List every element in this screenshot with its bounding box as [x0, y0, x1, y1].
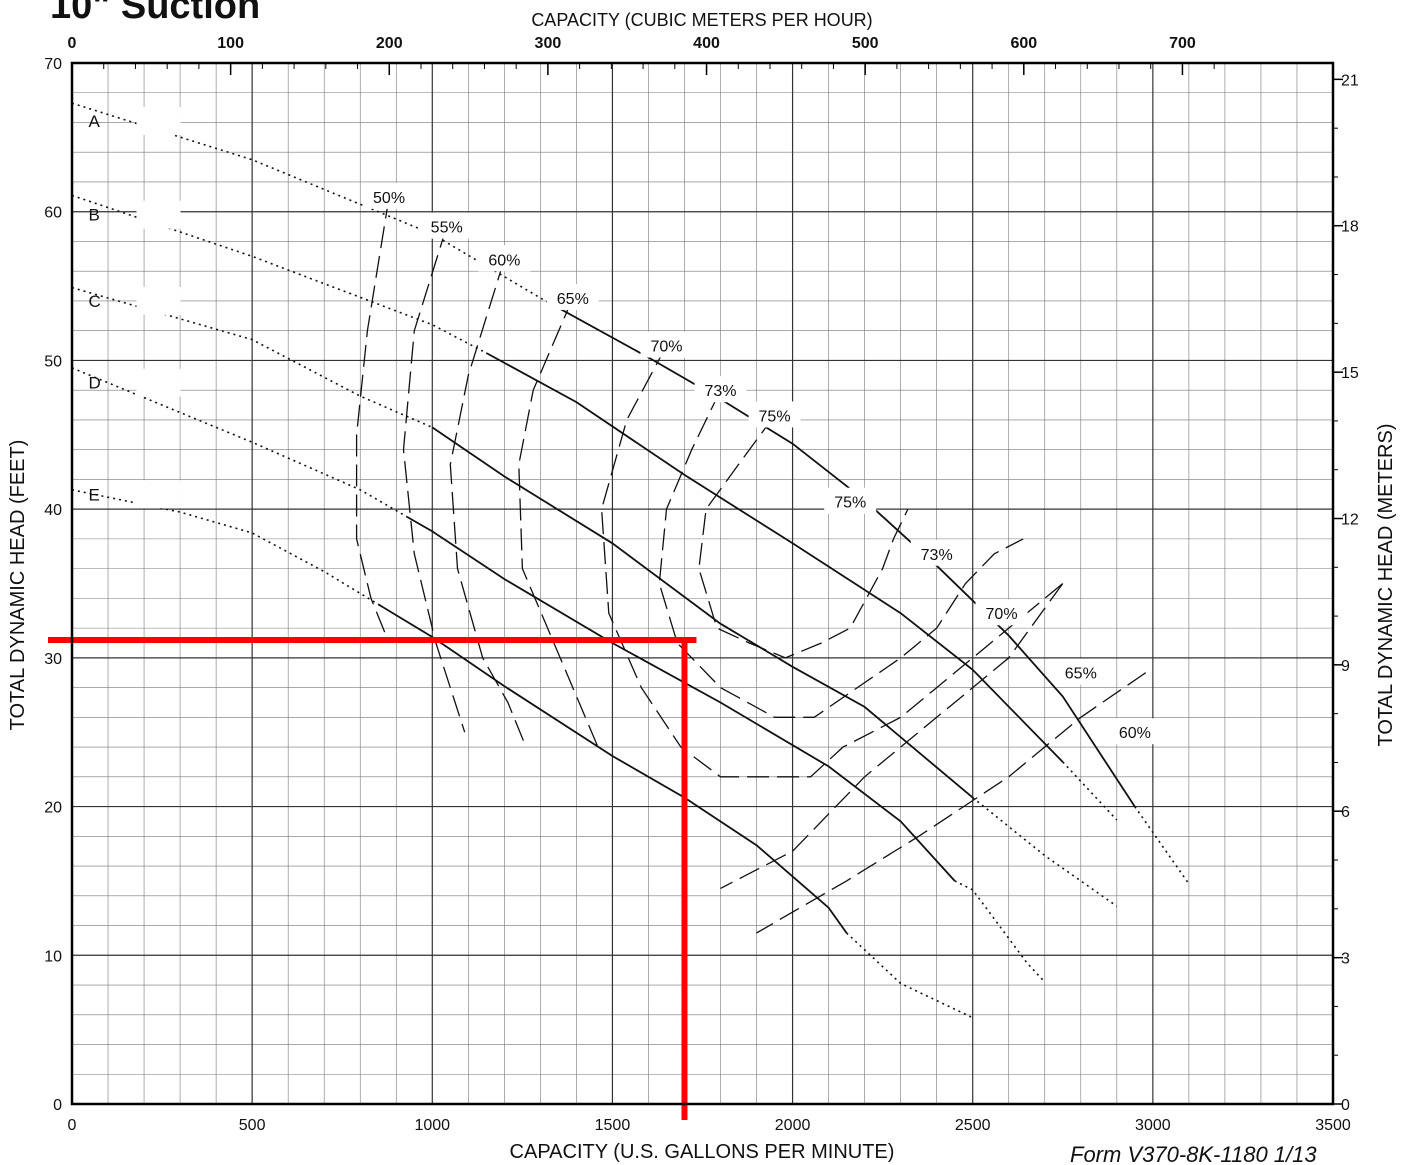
impeller-curve-dotted-B: [1062, 761, 1118, 821]
y-tick-label: 60: [44, 205, 62, 222]
efficiency-label-bg: [640, 331, 693, 358]
right-tick-label: 12: [1341, 512, 1359, 529]
efficiency-label-bg: [694, 376, 747, 403]
top-tick-label: 600: [1010, 35, 1037, 52]
x-tick-label: 3000: [1135, 1117, 1171, 1134]
right-tick-label: 6: [1341, 804, 1350, 821]
efficiency-label: 70%: [986, 606, 1018, 623]
impeller-label-bg: [136, 286, 181, 315]
y-tick-label: 40: [44, 502, 62, 519]
y-tick-label: 70: [44, 56, 62, 73]
efficiency-label: 50%: [373, 190, 405, 207]
efficiency-label: 73%: [921, 547, 953, 564]
efficiency-curve: [756, 672, 1147, 934]
y-tick-label: 20: [44, 800, 62, 817]
curve-labels: A B C D E 50% 55% 60% 65% 70% 73% 75% 75% 73% 70% 65% 60…: [88, 106, 1161, 745]
efficiency-curve: [600, 345, 1064, 778]
form-note: Form V370-8K-1180 1/13: [1070, 1142, 1317, 1165]
impeller-curve-dotted-C: [972, 796, 1118, 907]
x-tick-label: 500: [239, 1117, 266, 1134]
efficiency-label-bg: [1054, 658, 1107, 685]
efficiency-label-bg: [748, 401, 801, 428]
right-axis-label: TOTAL DYNAMIC HEAD (METERS): [1375, 424, 1397, 747]
axes: 0 500 1000 1500 2000 2500 3000 3500010203040506…: [44, 35, 1359, 1134]
impeller-curve-A: [550, 303, 1136, 808]
impeller-curve-dotted-E: [846, 932, 974, 1019]
efficiency-label-bg: [478, 245, 531, 272]
right-tick-label: 0: [1341, 1097, 1350, 1114]
efficiency-label-bg: [1108, 718, 1161, 745]
top-tick-label: 200: [376, 35, 403, 52]
impeller-label-D: D: [88, 374, 100, 393]
top-tick-label: 0: [68, 35, 77, 52]
impeller-curve-C: [431, 426, 974, 799]
left-axis-label: TOTAL DYNAMIC HEAD (FEET): [7, 440, 29, 731]
efficiency-label: 65%: [1065, 666, 1097, 683]
impeller-label-C: C: [88, 292, 100, 311]
efficiency-curve: [402, 226, 466, 733]
top-tick-label: 700: [1169, 35, 1196, 52]
impeller-label-bg: [136, 106, 181, 135]
impeller-curve-B: [485, 352, 1064, 763]
impeller-curve-D: [406, 516, 956, 882]
impeller-curve-dotted-E: [71, 489, 379, 605]
efficiency-label: 55%: [431, 220, 463, 237]
efficiency-label: 70%: [650, 339, 682, 356]
x-tick-label: 0: [68, 1117, 77, 1134]
efficiency-label-bg: [363, 182, 416, 209]
top-tick-label: 300: [535, 35, 562, 52]
efficiency-label: 73%: [704, 383, 736, 400]
impeller-label-bg: [136, 200, 181, 229]
efficiency-curve: [720, 583, 1064, 889]
impeller-curve-dotted-A: [1134, 806, 1190, 885]
x-tick-label: 2000: [775, 1117, 811, 1134]
plot-frame: [70, 61, 1335, 1106]
impeller-curve-dotted-D: [71, 367, 408, 518]
x-tick-label: 1000: [414, 1117, 450, 1134]
right-tick-label: 18: [1341, 219, 1359, 236]
y-tick-label: 10: [44, 948, 62, 965]
right-tick-label: 3: [1341, 951, 1350, 968]
bottom-axis-label: CAPACITY (U.S. GALLONS PER MINUTE): [510, 1141, 895, 1163]
impeller-label-B: B: [88, 206, 99, 225]
top-tick-label: 100: [217, 35, 244, 52]
efficiency-label: 60%: [488, 252, 520, 269]
top-tick-label: 500: [852, 35, 879, 52]
efficiency-label-bg: [975, 599, 1028, 626]
right-tick-label: 15: [1341, 365, 1359, 382]
efficiency-curve: [698, 415, 909, 659]
top-axis-label: CAPACITY (CUBIC METERS PER HOUR): [531, 10, 872, 30]
impeller-curve-dotted-C: [71, 286, 433, 429]
efficiency-label-bg: [824, 487, 877, 514]
efficiency-label: 65%: [557, 291, 589, 308]
page-title: 10" Suction: [50, 0, 260, 27]
efficiency-curve: [449, 259, 527, 748]
efficiency-label-bg: [546, 283, 599, 310]
impeller-label-E: E: [88, 485, 99, 504]
efficiency-label: 75%: [834, 495, 866, 512]
y-tick-label: 50: [44, 353, 62, 370]
efficiency-label-bg: [910, 539, 963, 566]
impeller-label-bg: [136, 480, 181, 509]
x-tick-label: 1500: [595, 1117, 631, 1134]
y-tick-label: 30: [44, 651, 62, 668]
x-tick-label: 2500: [955, 1117, 991, 1134]
efficiency-curve: [518, 297, 599, 748]
x-tick-label: 3500: [1315, 1117, 1351, 1134]
grid: [72, 63, 1333, 1104]
curves: [48, 102, 1190, 1120]
top-tick-label: 400: [693, 35, 720, 52]
right-tick-label: 21: [1341, 72, 1359, 89]
impeller-label-bg: [136, 368, 181, 397]
efficiency-label: 75%: [759, 408, 791, 425]
efficiency-curve: [658, 389, 1024, 718]
y-tick-label: 0: [53, 1097, 62, 1114]
right-tick-label: 9: [1341, 658, 1350, 675]
efficiency-label: 60%: [1119, 725, 1151, 742]
efficiency-label-bg: [420, 212, 473, 239]
impeller-curve-E: [377, 603, 848, 934]
impeller-label-A: A: [88, 112, 100, 131]
